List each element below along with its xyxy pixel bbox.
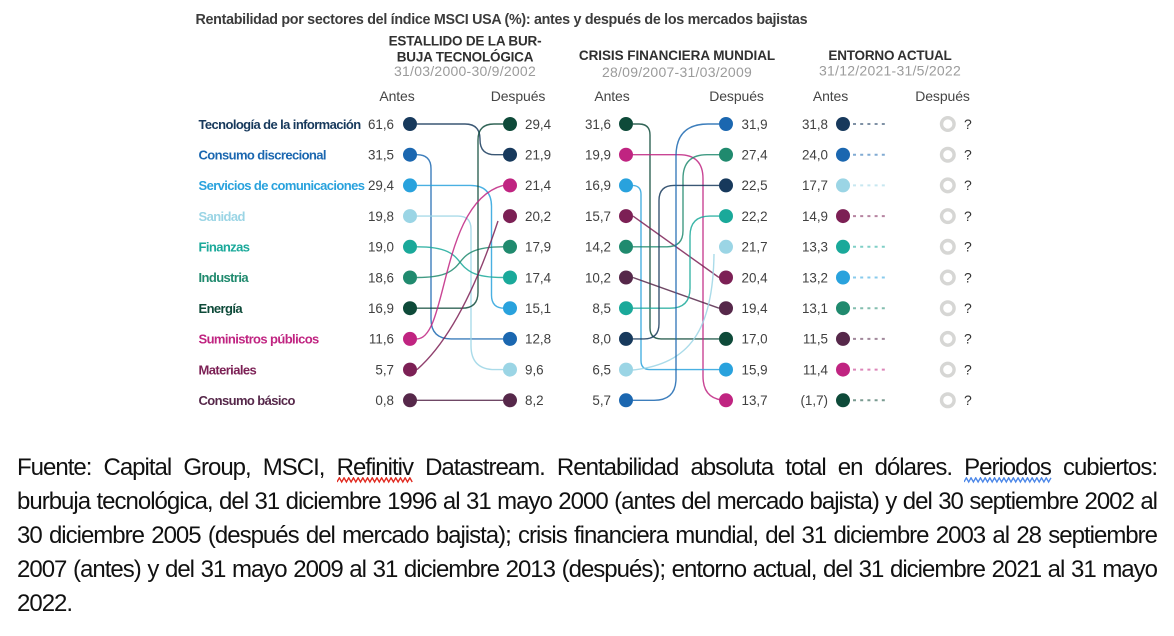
svg-text:Después: Después (491, 88, 546, 104)
svg-text:31,5: 31,5 (368, 148, 394, 163)
svg-text:Después: Después (709, 88, 764, 104)
svg-text:22,2: 22,2 (742, 209, 768, 224)
svg-text:17,0: 17,0 (742, 332, 768, 347)
svg-text:13,2: 13,2 (802, 270, 828, 285)
svg-text:19,8: 19,8 (368, 209, 394, 224)
svg-text:31,6: 31,6 (585, 117, 611, 132)
svg-text:Rentabilidad por sectores del: Rentabilidad por sectores del índice MSC… (196, 12, 808, 28)
svg-text:?: ? (964, 116, 972, 132)
svg-text:19,0: 19,0 (368, 240, 394, 255)
svg-text:24,0: 24,0 (802, 148, 828, 163)
svg-text:13,1: 13,1 (802, 301, 828, 316)
svg-text:11,6: 11,6 (369, 332, 394, 347)
svg-text:ESTALLIDO DE LA BUR-: ESTALLIDO DE LA BUR- (389, 34, 542, 49)
svg-text:16,9: 16,9 (368, 301, 394, 316)
svg-text:Antes: Antes (379, 88, 414, 104)
svg-text:21,7: 21,7 (742, 240, 768, 255)
svg-text:Finanzas: Finanzas (199, 240, 250, 255)
svg-text:13,3: 13,3 (802, 240, 828, 255)
svg-text:?: ? (964, 269, 972, 285)
svg-text:31,8: 31,8 (802, 117, 828, 132)
svg-text:9,6: 9,6 (525, 362, 544, 377)
svg-text:17,4: 17,4 (525, 270, 552, 285)
svg-text:27,4: 27,4 (742, 148, 769, 163)
svg-text:19,9: 19,9 (585, 148, 611, 163)
svg-text:18,6: 18,6 (368, 270, 394, 285)
svg-text:Servicios de comunicaciones: Servicios de comunicaciones (199, 178, 365, 193)
svg-text:Consumo discrecional: Consumo discrecional (199, 147, 326, 162)
svg-text:?: ? (964, 147, 972, 163)
svg-text:13,7: 13,7 (742, 393, 768, 408)
svg-text:BUJA TECNOLÓGICA: BUJA TECNOLÓGICA (397, 49, 534, 64)
svg-text:5,7: 5,7 (592, 393, 611, 408)
svg-text:31,9: 31,9 (742, 117, 768, 132)
svg-text:10,2: 10,2 (585, 270, 611, 285)
svg-text:16,9: 16,9 (585, 178, 611, 193)
svg-text:?: ? (964, 392, 972, 408)
svg-text:?: ? (964, 177, 972, 193)
svg-text:?: ? (964, 208, 972, 224)
svg-text:CRISIS FINANCIERA MUNDIAL: CRISIS FINANCIERA MUNDIAL (579, 48, 775, 63)
svg-text:28/09/2007-31/03/2009: 28/09/2007-31/03/2009 (602, 64, 752, 80)
svg-text:22,5: 22,5 (742, 178, 768, 193)
svg-text:0,8: 0,8 (375, 393, 394, 408)
svg-text:?: ? (964, 239, 972, 255)
svg-text:20,4: 20,4 (742, 270, 769, 285)
svg-text:29,4: 29,4 (525, 117, 552, 132)
svg-text:Antes: Antes (594, 88, 629, 104)
svg-text:11,4: 11,4 (803, 362, 829, 377)
svg-text:?: ? (964, 300, 972, 316)
svg-text:20,2: 20,2 (525, 209, 551, 224)
svg-text:17,7: 17,7 (802, 178, 828, 193)
svg-text:Materiales: Materiales (199, 362, 257, 377)
svg-text:8,5: 8,5 (592, 301, 611, 316)
svg-text:15,7: 15,7 (585, 209, 611, 224)
svg-text:Antes: Antes (813, 88, 848, 104)
svg-text:17,9: 17,9 (525, 240, 551, 255)
svg-text:8,0: 8,0 (592, 332, 611, 347)
svg-text:21,9: 21,9 (525, 148, 551, 163)
svg-text:?: ? (964, 331, 972, 347)
svg-text:5,7: 5,7 (375, 362, 394, 377)
svg-text:(1,7): (1,7) (800, 393, 828, 408)
svg-text:31/03/2000-30/9/2002: 31/03/2000-30/9/2002 (394, 63, 536, 79)
svg-text:11,5: 11,5 (803, 332, 828, 347)
svg-text:Sanidad: Sanidad (199, 209, 246, 224)
svg-text:15,9: 15,9 (742, 362, 768, 377)
svg-text:ENTORNO ACTUAL: ENTORNO ACTUAL (828, 48, 951, 63)
svg-text:Después: Después (915, 88, 970, 104)
svg-text:Consumo básico: Consumo básico (199, 393, 296, 408)
svg-text:31/12/2021-31/5/2022: 31/12/2021-31/5/2022 (819, 63, 961, 79)
svg-text:Suministros públicos: Suministros públicos (199, 332, 320, 347)
svg-text:29,4: 29,4 (368, 178, 395, 193)
svg-text:61,6: 61,6 (368, 117, 394, 132)
svg-text:21,4: 21,4 (525, 178, 552, 193)
svg-text:12,8: 12,8 (525, 332, 551, 347)
svg-text:Tecnología de la información: Tecnología de la información (199, 117, 362, 132)
svg-text:6,5: 6,5 (592, 362, 611, 377)
svg-text:Energía: Energía (199, 301, 244, 316)
svg-text:19,4: 19,4 (742, 301, 769, 316)
svg-text:?: ? (964, 361, 972, 377)
svg-text:14,2: 14,2 (585, 240, 611, 255)
svg-text:8,2: 8,2 (525, 393, 544, 408)
svg-text:15,1: 15,1 (525, 301, 551, 316)
svg-text:14,9: 14,9 (802, 209, 828, 224)
svg-text:Industria: Industria (199, 270, 250, 285)
